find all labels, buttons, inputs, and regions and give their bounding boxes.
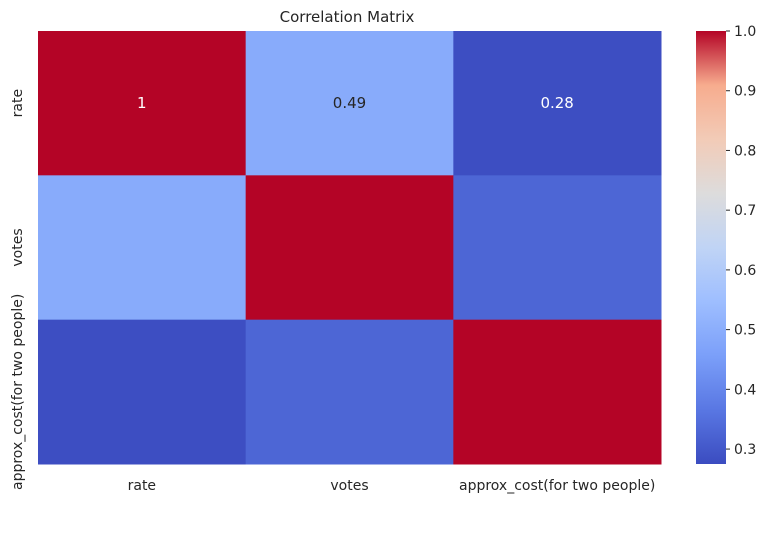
heatmap-cell-1-1 [245, 175, 454, 321]
heatmap-cells: 1 0.49 0.28 [38, 31, 662, 465]
heatmap-cell-0-0 [38, 31, 247, 176]
colorbar-tick-label-5: 0.8 [734, 143, 756, 159]
y-tick-label-0: rate [10, 89, 26, 117]
chart-title: Correlation Matrix [280, 8, 415, 26]
colorbar [696, 31, 726, 464]
y-tick-label-2: approx_cost(for two people) [10, 294, 26, 490]
cell-annotation-0-2: 0.28 [540, 94, 573, 112]
heatmap-cell-0-2 [453, 31, 662, 176]
x-tick-label-1: votes [330, 478, 368, 494]
heatmap-cell-2-0 [38, 319, 247, 465]
heatmap-cell-2-1 [245, 319, 454, 465]
colorbar-tick-label-1: 0.4 [734, 382, 756, 398]
heatmap-cell-1-0 [38, 175, 247, 321]
colorbar-tick-label-2: 0.5 [734, 323, 756, 339]
heatmap-cell-2-2 [453, 319, 662, 465]
heatmap-cell-1-2 [453, 175, 662, 321]
x-tick-label-2: approx_cost(for two people) [459, 478, 655, 494]
colorbar-ticks: 0.3 0.4 0.5 0.6 0.7 0.8 0.9 1.0 [726, 24, 756, 458]
colorbar-tick-label-7: 1.0 [734, 24, 756, 40]
cell-annotation-0-0: 1 [137, 94, 147, 112]
heatmap-cell-0-1 [245, 31, 454, 176]
x-tick-label-0: rate [128, 478, 156, 494]
heatmap-labels: rate votes approx_cost(for two people) rate… [10, 89, 655, 494]
colorbar-tick-label-6: 0.9 [734, 84, 756, 100]
y-tick-label-1: votes [10, 228, 26, 266]
colorbar-tick-label-0: 0.3 [734, 442, 756, 458]
colorbar-tick-label-3: 0.6 [734, 263, 756, 279]
colorbar-tick-label-4: 0.7 [734, 203, 756, 219]
cell-annotation-0-1: 0.49 [333, 94, 366, 112]
